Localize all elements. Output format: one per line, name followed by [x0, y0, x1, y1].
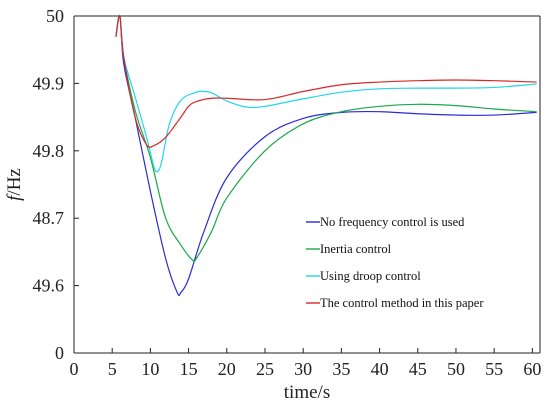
y-tick-label: 49.9 — [33, 73, 65, 93]
y-ticks: 0 49.6 48.7 49.8 49.9 50 — [33, 6, 79, 363]
y-axis-title-symbol: f — [4, 193, 25, 201]
x-tick-label: 35 — [332, 359, 350, 379]
legend-label: The control method in this paper — [320, 296, 484, 310]
x-tick-label: 5 — [108, 359, 117, 379]
x-tick-label: 20 — [218, 359, 236, 379]
x-tick-label: 25 — [256, 359, 274, 379]
y-tick-label: 48.7 — [33, 208, 65, 228]
series-lines — [115, 14, 537, 297]
y-tick-label: 0 — [55, 343, 64, 363]
y-axis-title: f/Hz — [4, 168, 25, 201]
series-line-3 — [115, 15, 537, 173]
x-axis-title: time/s — [284, 382, 330, 403]
x-tick-label: 40 — [371, 359, 389, 379]
y-tick-label: 49.6 — [33, 276, 65, 296]
legend-label: Inertia control — [320, 242, 392, 256]
legend: No frequency control is used Inertia cont… — [306, 215, 484, 310]
series-line-2 — [115, 15, 537, 263]
x-tick-label: 45 — [409, 359, 427, 379]
y-tick-label: 49.8 — [33, 141, 65, 161]
x-tick-label: 15 — [180, 359, 198, 379]
y-axis-title-unit: /Hz — [4, 168, 25, 195]
x-ticks: 0 5 10 15 20 25 30 35 40 45 50 55 60 — [70, 348, 541, 379]
x-tick-label: 60 — [523, 359, 541, 379]
plot-area: 0 5 10 15 20 25 30 35 40 45 50 55 60 0 49.6 48.7 49.8 49… — [33, 6, 542, 379]
legend-label: No frequency control is used — [320, 215, 465, 229]
x-tick-label: 55 — [485, 359, 503, 379]
y-tick-label: 50 — [46, 6, 64, 26]
legend-label: Using droop control — [320, 269, 421, 283]
x-tick-label: 50 — [447, 359, 465, 379]
x-tick-label: 10 — [141, 359, 159, 379]
x-tick-label: 30 — [294, 359, 312, 379]
x-tick-label: 0 — [70, 359, 79, 379]
series-line-4 — [115, 15, 537, 148]
